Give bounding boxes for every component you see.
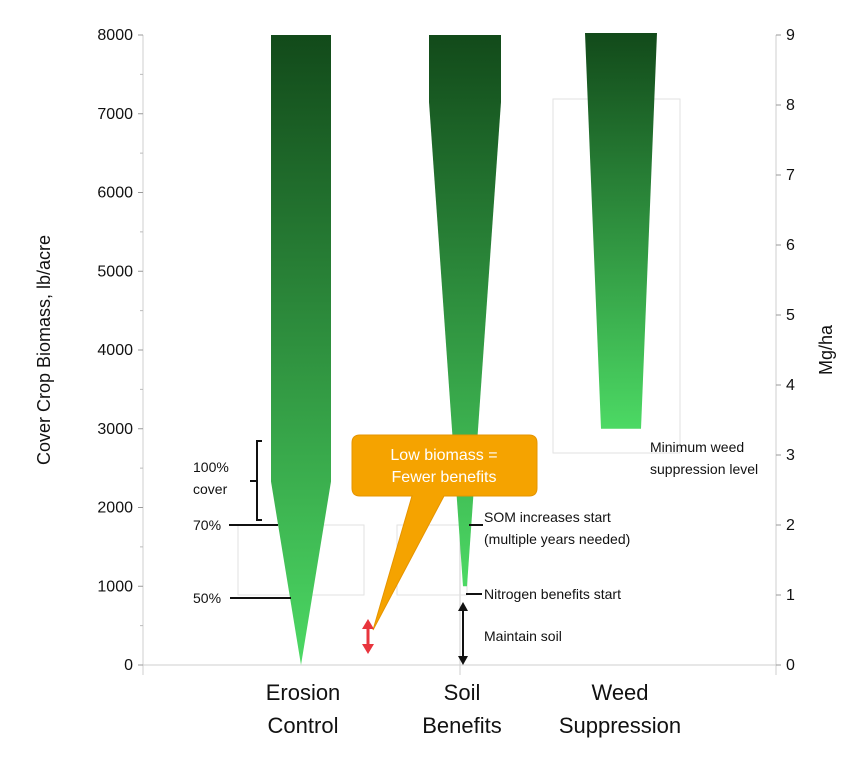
callout-text-line1: Low biomass = xyxy=(390,447,497,464)
annotation-weed-min-line2: suppression level xyxy=(650,461,758,477)
annotation-som-line1: SOM increases start xyxy=(484,509,611,525)
category-label-erosion-line2: Control xyxy=(268,713,339,738)
maintain-arrow-head-top xyxy=(458,602,468,611)
y2-tick-label: 5 xyxy=(786,307,795,324)
y2-tick-label: 1 xyxy=(786,587,795,604)
y-tick-label: 6000 xyxy=(97,185,133,202)
y2-tick-label: 3 xyxy=(786,447,795,464)
right-y-axis: 0 1 2 3 4 5 6 7 8 9 xyxy=(776,27,795,674)
y-tick-label: 4000 xyxy=(97,342,133,359)
bar-erosion-control xyxy=(271,35,331,665)
y2-tick-label: 4 xyxy=(786,377,795,394)
category-label-erosion-line1: Erosion xyxy=(266,680,341,705)
y-tick-label: 2000 xyxy=(97,500,133,517)
y-axis-title: Cover Crop Biomass, lb/acre xyxy=(34,235,54,465)
y-tick-label: 1000 xyxy=(97,578,133,595)
annotation-nitrogen: Nitrogen benefits start xyxy=(484,586,621,602)
y2-tick-label: 0 xyxy=(786,657,795,674)
category-label-soil-line1: Soil xyxy=(444,680,481,705)
bar-group xyxy=(271,33,657,665)
y-tick-label: 5000 xyxy=(97,263,133,280)
y2-tick-label: 9 xyxy=(786,27,795,44)
y-tick-label: 0 xyxy=(124,657,133,674)
y2-tick-label: 8 xyxy=(786,97,795,114)
category-label-weed-line1: Weed xyxy=(591,680,648,705)
left-y-axis: 0 1000 2000 3000 4000 5000 6000 7000 8000 xyxy=(97,27,143,674)
red-arrow-head-top xyxy=(362,619,374,629)
y-tick-label: 8000 xyxy=(97,27,133,44)
y2-axis-title: Mg/ha xyxy=(816,324,836,375)
category-label-weed-line2: Suppression xyxy=(559,713,681,738)
y2-tick-label: 7 xyxy=(786,167,795,184)
callout-text-line2: Fewer benefits xyxy=(392,469,497,486)
annotation-maintain-soil: Maintain soil xyxy=(484,628,562,644)
y2-tick-label: 6 xyxy=(786,237,795,254)
red-arrow-head-bottom xyxy=(362,644,374,654)
callout-bubble xyxy=(351,434,538,631)
annotation-50: 50% xyxy=(193,590,221,606)
annotation-100-cover-line2: cover xyxy=(193,481,228,497)
bar-weed-suppression xyxy=(585,33,657,429)
y-tick-label: 3000 xyxy=(97,421,133,438)
cover-bracket xyxy=(250,440,262,521)
category-label-soil-line2: Benefits xyxy=(422,713,502,738)
annotation-100-cover-line1: 100% xyxy=(193,459,229,475)
annotation-som-line2: (multiple years needed) xyxy=(484,531,630,547)
annotation-weed-min-line1: Minimum weed xyxy=(650,439,744,455)
y2-tick-label: 2 xyxy=(786,517,795,534)
maintain-arrow-head-bottom xyxy=(458,656,468,665)
y-tick-label: 7000 xyxy=(97,106,133,123)
bar-soil-benefits xyxy=(429,35,501,587)
annotation-70: 70% xyxy=(193,517,221,533)
